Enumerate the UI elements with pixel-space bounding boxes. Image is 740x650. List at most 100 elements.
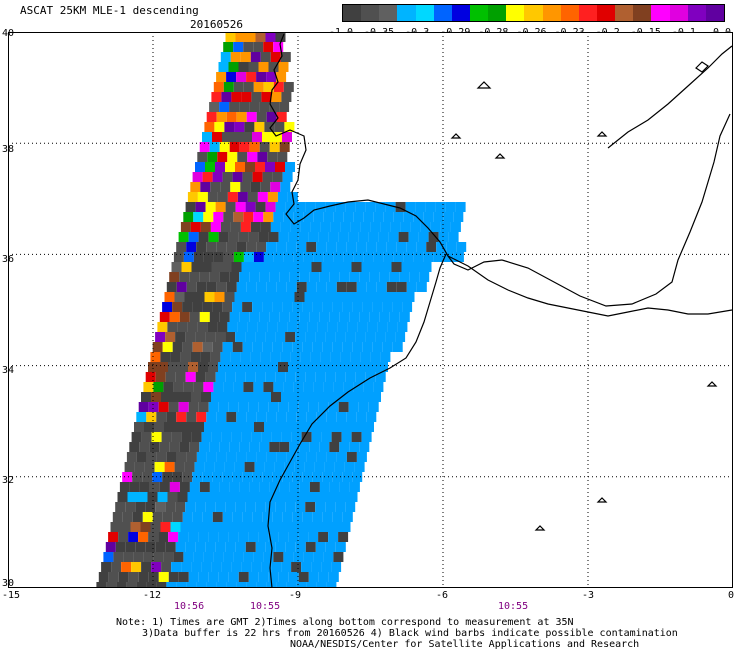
- wind-cell: [187, 192, 198, 202]
- wind-cell: [237, 152, 248, 162]
- wind-cell: [366, 242, 377, 252]
- wind-cell: [202, 342, 213, 352]
- wind-cell: [325, 202, 336, 212]
- wind-cell: [292, 342, 303, 352]
- wind-cell: [313, 382, 324, 392]
- wind-cell: [281, 562, 292, 572]
- wind-cell: [276, 72, 287, 82]
- wind-cell: [309, 442, 320, 452]
- island-small: [476, 81, 492, 89]
- wind-cell: [366, 412, 377, 422]
- wind-cell: [278, 572, 289, 582]
- wind-cell: [216, 452, 227, 462]
- wind-cell: [276, 112, 287, 122]
- wind-cell: [269, 442, 280, 452]
- wind-cell: [140, 522, 151, 532]
- portugal-coast: [269, 33, 503, 271]
- wind-cell: [268, 402, 279, 412]
- wind-cell: [110, 522, 121, 532]
- wind-cell: [243, 552, 254, 562]
- wind-cell: [317, 322, 328, 332]
- wind-cell: [436, 242, 447, 252]
- scale-swatch: [524, 5, 543, 21]
- wind-cell: [377, 322, 388, 332]
- wind-cell: [270, 522, 281, 532]
- wind-cell: [248, 532, 259, 542]
- wind-cell: [250, 522, 261, 532]
- wind-cell: [216, 412, 227, 422]
- wind-cell: [300, 522, 311, 532]
- wind-cell: [228, 362, 238, 372]
- wind-cell: [174, 462, 185, 472]
- wind-cell: [253, 82, 264, 92]
- wind-cell: [226, 112, 237, 122]
- wind-cell: [335, 542, 346, 552]
- wind-cell: [280, 52, 291, 62]
- wind-cell: [195, 372, 206, 382]
- wind-cell: [399, 312, 410, 322]
- wind-cell: [229, 482, 240, 492]
- wind-cell: [164, 462, 175, 472]
- lon-label: 0: [728, 590, 735, 601]
- lon-label: -12: [143, 590, 162, 601]
- wind-cell: [212, 132, 222, 142]
- wind-cell: [210, 222, 221, 232]
- lon-label: -6: [436, 590, 449, 601]
- wind-cell: [396, 282, 407, 292]
- wind-cell: [190, 222, 201, 232]
- wind-cell: [358, 362, 368, 372]
- wind-cell: [239, 102, 250, 112]
- wind-cell: [445, 202, 456, 212]
- wind-cell: [172, 512, 183, 522]
- wind-cell: [144, 462, 155, 472]
- wind-cell: [103, 552, 114, 562]
- wind-cell: [213, 82, 224, 92]
- note-line-3: NOAA/NESDIS/Center for Satellite Applica…: [290, 639, 640, 650]
- wind-cell: [204, 292, 215, 302]
- wind-cell: [145, 542, 156, 552]
- wind-cell: [306, 452, 317, 462]
- wind-cell: [152, 342, 163, 352]
- wind-cell: [232, 132, 242, 142]
- wind-cell: [386, 242, 397, 252]
- wind-cell: [338, 232, 349, 242]
- wind-cell: [260, 52, 271, 62]
- wind-cell: [262, 132, 272, 142]
- wind-cell: [340, 352, 351, 362]
- wind-cell: [243, 82, 254, 92]
- scale-swatch: [705, 5, 724, 21]
- wind-cell: [246, 112, 257, 122]
- wind-cell: [256, 112, 267, 122]
- wind-cell: [262, 302, 273, 312]
- wind-cell: [236, 72, 247, 82]
- wind-cell: [132, 472, 143, 482]
- wind-cell: [336, 282, 347, 292]
- lon-label: -9: [289, 590, 302, 601]
- wind-cell: [156, 452, 167, 462]
- wind-cell: [220, 52, 231, 62]
- wind-cell: [395, 332, 406, 342]
- wind-cell: [453, 252, 464, 262]
- wind-cell: [316, 582, 327, 588]
- wind-cell: [166, 582, 177, 588]
- wind-cell: [148, 402, 159, 412]
- morocco-coast: [267, 253, 447, 588]
- wind-cell: [245, 32, 256, 42]
- wind-cell: [224, 292, 235, 302]
- wind-cell: [306, 282, 317, 292]
- wind-cell: [184, 422, 194, 432]
- wind-cell: [284, 462, 295, 472]
- wind-cell: [200, 182, 211, 192]
- wind-cell: [226, 582, 237, 588]
- wind-cell: [277, 322, 288, 332]
- wind-cell: [119, 482, 130, 492]
- wind-cell: [217, 322, 228, 332]
- wind-cell: [240, 522, 251, 532]
- wind-cell: [209, 482, 220, 492]
- wind-cell: [226, 412, 237, 422]
- wind-cell: [327, 322, 338, 332]
- wind-cell: [98, 572, 109, 582]
- wind-cell: [159, 482, 170, 492]
- wind-cell: [161, 432, 172, 442]
- wind-cell: [126, 582, 137, 588]
